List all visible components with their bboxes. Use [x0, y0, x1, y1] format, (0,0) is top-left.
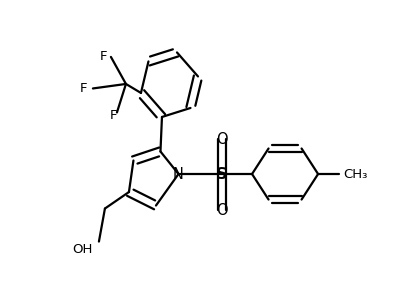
Text: O: O	[216, 132, 228, 147]
Text: F: F	[100, 50, 107, 63]
Text: F: F	[110, 109, 118, 122]
Text: O: O	[216, 202, 228, 218]
Text: S: S	[216, 167, 228, 181]
Text: CH₃: CH₃	[343, 168, 368, 181]
Text: F: F	[79, 82, 87, 95]
Text: OH: OH	[72, 243, 93, 255]
Text: N: N	[173, 167, 184, 181]
